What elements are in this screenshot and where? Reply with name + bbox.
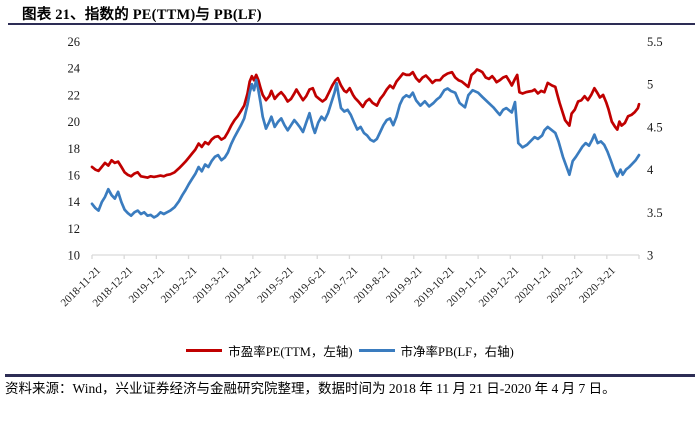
- left-axis-tick-label: 14: [68, 195, 81, 209]
- title-rule: [8, 23, 695, 25]
- source-note: 资料来源：Wind，兴业证券经济与金融研究院整理，数据时间为 2018 年 11…: [5, 381, 616, 396]
- pb-line: [90, 78, 641, 219]
- legend-label: 市盈率PE(TTM，左轴): [228, 345, 353, 359]
- left-axis-tick-label: 20: [68, 115, 81, 129]
- left-axis-tick-label: 22: [68, 88, 81, 102]
- left-axis-tick-label: 16: [68, 168, 81, 182]
- chart-legend: 市盈率PE(TTM，左轴) 市净率PB(LF，右轴): [0, 341, 700, 360]
- legend-swatch-pe: [186, 349, 223, 352]
- pe-pb-chart: 2018-11-212018-12-212019-1-212019-2-2120…: [59, 35, 663, 309]
- left-axis-tick-label: 12: [68, 222, 81, 236]
- legend-swatch-pb: [358, 349, 395, 352]
- left-axis-tick-label: 10: [68, 249, 81, 263]
- right-axis-tick-label: 4: [647, 163, 654, 177]
- footer-rule: [5, 374, 695, 377]
- legend-item-pb: 市净率PB(LF，右轴): [358, 341, 514, 360]
- left-axis-tick-label: 24: [68, 62, 81, 76]
- pe-line: [90, 68, 641, 179]
- legend-item-pe: 市盈率PE(TTM，左轴): [186, 341, 353, 360]
- right-axis-tick-label: 5: [647, 78, 653, 92]
- right-axis-tick-label: 5.5: [647, 35, 663, 49]
- right-axis-tick-label: 3: [647, 249, 653, 263]
- left-axis-tick-label: 18: [68, 142, 81, 156]
- legend-label: 市净率PB(LF，右轴): [400, 345, 514, 359]
- left-axis-tick-label: 26: [68, 35, 81, 49]
- figure-title: 图表 21、指数的 PE(TTM)与 PB(LF): [22, 7, 262, 23]
- right-axis-tick-label: 4.5: [647, 120, 663, 134]
- right-axis-tick-label: 3.5: [647, 206, 663, 220]
